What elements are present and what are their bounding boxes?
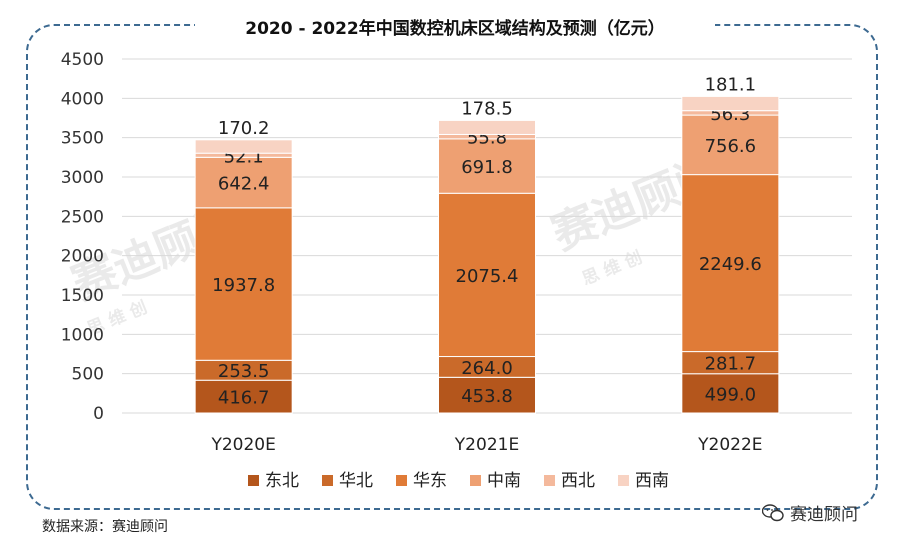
x-tick-label: Y2021E: [454, 435, 519, 455]
brand-name: 赛迪顾问: [790, 505, 858, 525]
data-label: 642.4: [218, 174, 270, 195]
legend-label: 中南: [487, 471, 521, 491]
legend-label: 华北: [339, 471, 373, 491]
y-tick-label: 500: [72, 365, 104, 385]
data-label: 181.1: [705, 74, 757, 95]
y-tick-label: 2500: [61, 207, 104, 227]
data-label: 253.5: [218, 361, 270, 382]
bar-segment: [194, 139, 293, 154]
y-tick-label: 4500: [61, 50, 104, 70]
y-tick-label: 1000: [61, 325, 104, 345]
data-source: 数据来源：赛迪顾问: [42, 519, 168, 535]
x-tick-label: Y2022E: [697, 435, 762, 455]
wechat-icon: [762, 503, 784, 521]
y-tick-label: 3500: [61, 129, 104, 149]
y-tick-label: 0: [93, 404, 104, 424]
legend-label: 西北: [561, 471, 595, 491]
brand-badge: 赛迪顾问: [762, 500, 858, 525]
bar-segment: [438, 192, 536, 358]
bar-segment: [194, 379, 293, 414]
bar-segment: [438, 119, 536, 135]
legend-swatch: [248, 475, 259, 486]
x-tick-label: Y2020E: [210, 435, 275, 455]
legend-label: 西南: [635, 471, 669, 491]
legend-swatch: [470, 475, 481, 486]
y-tick-label: 1500: [61, 286, 104, 306]
legend-swatch: [544, 475, 555, 486]
legend: 东北 华北 华东 中南 西北 西南: [248, 471, 669, 491]
y-axis-ticks: 0 500 1000 1500 2000 2500 3000 3500 4000 4500: [61, 50, 104, 424]
data-label: 2075.4: [456, 266, 519, 287]
y-tick-label: 2000: [61, 247, 104, 267]
data-label: 2249.6: [699, 254, 762, 275]
y-tick-label: 3000: [61, 168, 104, 188]
bar-segment: [438, 138, 536, 194]
bar-segment: [681, 373, 780, 414]
x-axis-ticks: Y2020E Y2021E Y2022E: [210, 435, 762, 455]
watermark-text: 思 维 创: [579, 247, 645, 290]
data-label: 281.7: [705, 354, 757, 375]
data-label: 416.7: [218, 388, 270, 409]
bar-segment: [194, 207, 293, 361]
data-label: 756.6: [705, 136, 757, 157]
data-label: 178.5: [461, 98, 513, 119]
legend-swatch: [322, 475, 333, 486]
data-label: 1937.8: [212, 275, 275, 296]
bar-segment: [194, 156, 293, 209]
legend-label: 东北: [265, 471, 299, 491]
y-tick-label: 4000: [61, 89, 104, 109]
data-label: 170.2: [218, 118, 270, 139]
legend-swatch: [618, 475, 629, 486]
data-label: 499.0: [705, 384, 757, 405]
chart-title: 2020 - 2022年中国数控机床区域结构及预测（亿元）: [195, 14, 715, 44]
data-label: 691.8: [461, 157, 513, 178]
legend-label: 华东: [413, 471, 447, 491]
data-label: 453.8: [461, 386, 513, 407]
bar-segment: [681, 95, 780, 112]
legend-swatch: [396, 475, 407, 486]
bar-segments: 416.7253.51937.8642.452.1170.2453.8264.0…: [194, 74, 780, 414]
bar-segment: [438, 376, 536, 414]
data-label: 264.0: [461, 358, 513, 379]
